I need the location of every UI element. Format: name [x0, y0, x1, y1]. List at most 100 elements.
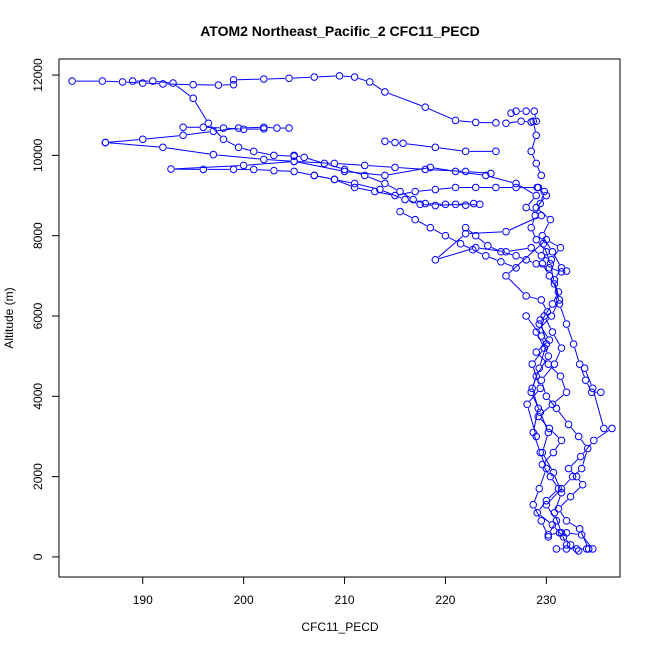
data-point [493, 120, 500, 127]
data-point [523, 108, 530, 115]
data-point [382, 138, 389, 145]
series-segment [554, 336, 559, 345]
data-point [523, 313, 530, 320]
y-tick-label: 0 [31, 553, 45, 560]
data-point [261, 76, 268, 83]
data-point [470, 200, 477, 207]
y-tick-label: 12000 [31, 58, 45, 92]
data-point [550, 449, 557, 456]
series-segment [258, 152, 270, 154]
series-segment [109, 140, 138, 143]
series-segment [579, 480, 580, 482]
data-point [382, 89, 389, 96]
data-point [590, 437, 597, 444]
data-point [503, 120, 510, 127]
data-point [402, 196, 409, 203]
series-segment [533, 155, 535, 160]
data-point [351, 180, 358, 187]
data-series [69, 78, 237, 89]
data-point [170, 80, 177, 87]
data-series [529, 317, 552, 540]
series-segment [556, 444, 560, 449]
data-point [513, 180, 520, 187]
series-segment [407, 144, 431, 147]
series-segment [568, 328, 572, 341]
data-point [528, 244, 535, 251]
x-tick-label: 190 [133, 593, 153, 607]
series-segment [544, 367, 552, 377]
data-point [462, 148, 469, 155]
data-point [432, 186, 439, 193]
y-tick-label: 10000 [31, 138, 45, 172]
data-point [598, 389, 605, 396]
series-segment [556, 352, 560, 361]
series-segment [328, 165, 341, 169]
series-segment [532, 139, 535, 147]
series-segment [268, 160, 290, 161]
y-axis-label: Altitude (m) [2, 287, 16, 348]
data-point [549, 301, 556, 308]
data-point [609, 425, 616, 432]
data-point [563, 321, 570, 328]
data-point [565, 465, 572, 472]
data-point [503, 228, 510, 235]
series-segment [550, 242, 557, 246]
series-segment [268, 78, 285, 79]
series-segment [532, 219, 533, 223]
series-segment [535, 436, 539, 449]
series-segment [176, 86, 190, 96]
series-segment [505, 263, 513, 266]
data-series [528, 118, 545, 179]
series-segment [542, 456, 545, 465]
data-point [382, 180, 389, 187]
series-segment [419, 221, 427, 225]
data-point [582, 377, 589, 384]
data-point [531, 108, 538, 115]
series-segment [544, 223, 548, 232]
x-tick-label: 200 [234, 593, 254, 607]
data-point [538, 297, 545, 304]
data-point [547, 216, 554, 223]
data-point [462, 168, 469, 175]
data-point [533, 160, 540, 167]
data-point [563, 389, 570, 396]
data-point [301, 154, 308, 161]
data-point [215, 82, 222, 89]
series-segment [490, 257, 498, 260]
data-point [545, 353, 552, 360]
data-point [190, 95, 197, 102]
y-tick-label: 2000 [31, 463, 45, 490]
series-segment [358, 78, 366, 80]
data-point [69, 78, 76, 85]
data-point [168, 166, 175, 173]
series-segment [545, 257, 548, 258]
x-axis-label: CFC11_PECD [301, 620, 378, 634]
data-point [311, 172, 318, 179]
series-segment [561, 512, 565, 517]
series-segment [581, 368, 584, 377]
data-point [575, 433, 582, 440]
series-segment [439, 205, 451, 206]
series-segment [187, 132, 209, 135]
data-point [366, 79, 373, 86]
data-point [230, 166, 237, 173]
data-point [452, 117, 459, 124]
data-point [538, 517, 545, 524]
series-segment [564, 480, 570, 486]
data-point [392, 164, 399, 171]
data-point [565, 421, 572, 428]
series-segment [553, 480, 557, 485]
y-tick-label: 4000 [31, 383, 45, 410]
data-point [533, 349, 540, 356]
series-segment [533, 231, 535, 236]
data-point [549, 401, 556, 408]
data-point [400, 140, 407, 147]
series-segment [147, 136, 179, 139]
data-point [432, 256, 439, 263]
series-segment [556, 496, 560, 509]
data-point [361, 162, 368, 169]
data-series [168, 158, 596, 554]
y-tick-label: 8000 [31, 222, 45, 249]
